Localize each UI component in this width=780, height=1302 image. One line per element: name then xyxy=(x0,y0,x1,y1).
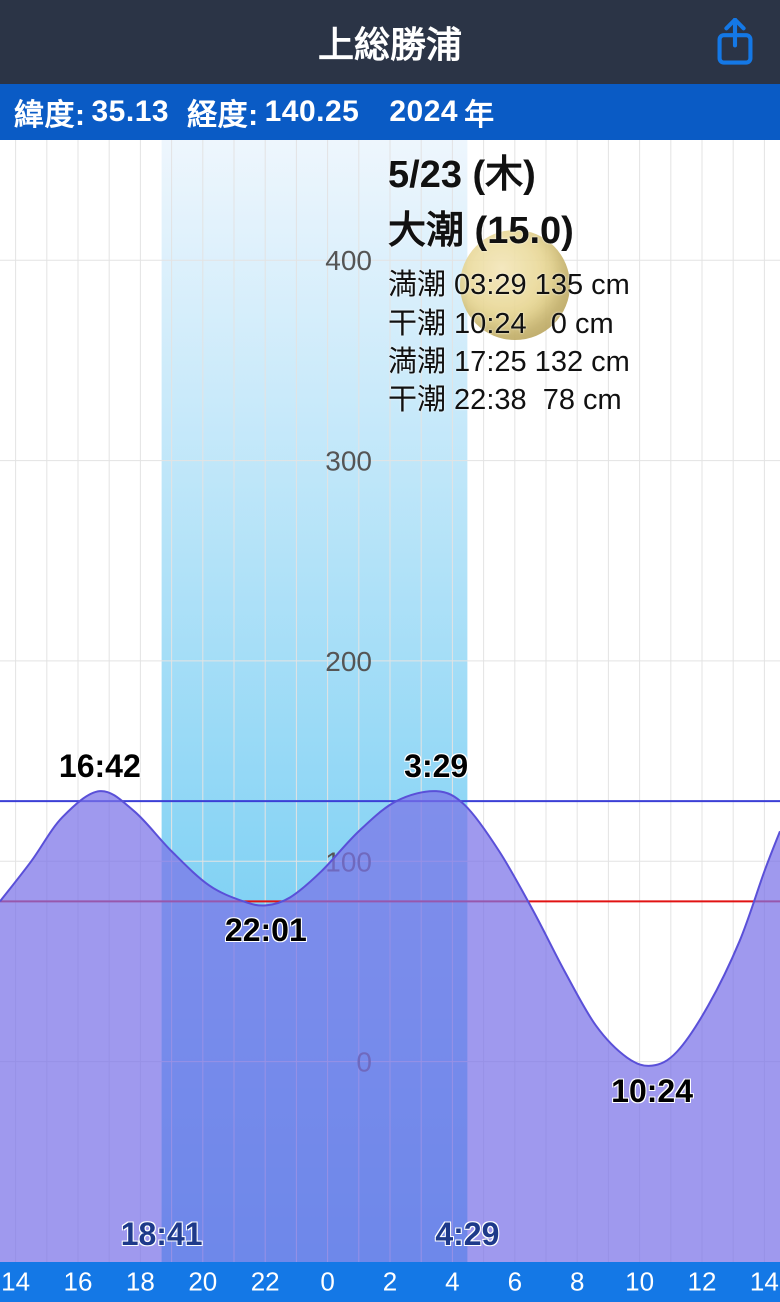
x-tick: 6 xyxy=(508,1267,522,1298)
date-text: 5/23 (木) xyxy=(388,150,630,200)
tide-type-text: 大潮 (15.0) xyxy=(388,206,630,256)
tide-info-row: 干潮 10:24 0 cm xyxy=(388,305,630,343)
tide-info-row: 満潮 03:29 135 cm xyxy=(388,266,630,304)
x-tick: 0 xyxy=(320,1267,334,1298)
share-button[interactable] xyxy=(714,18,756,66)
svg-text:300: 300 xyxy=(325,446,372,477)
x-tick: 16 xyxy=(64,1267,93,1298)
x-tick: 20 xyxy=(188,1267,217,1298)
year-suffix: 年 xyxy=(464,90,495,134)
title-bar: 上総勝浦 xyxy=(0,0,780,84)
coords-bar: 緯度:35.13 経度:140.25 2024年 xyxy=(0,84,780,140)
x-tick: 8 xyxy=(570,1267,584,1298)
x-tick: 12 xyxy=(688,1267,717,1298)
tide-info-row: 干潮 22:38 78 cm xyxy=(388,381,630,419)
lon-value: 140.25 xyxy=(265,95,360,129)
x-tick: 14 xyxy=(750,1267,779,1298)
x-tick: 2 xyxy=(383,1267,397,1298)
page-title: 上総勝浦 xyxy=(318,16,462,68)
x-axis: 14 16 18 20 22 0 2 4 6 8 10 12 14 xyxy=(0,1262,780,1302)
sun-label: 18:41 xyxy=(121,1216,203,1253)
peak-label: 16:42 xyxy=(59,748,141,785)
x-tick: 22 xyxy=(251,1267,280,1298)
tide-chart: 0100200300400 5/23 (木) 大潮 (15.0) 満潮 03:2… xyxy=(0,140,780,1262)
x-tick: 18 xyxy=(126,1267,155,1298)
lat-label: 緯度: xyxy=(14,90,86,134)
svg-text:200: 200 xyxy=(325,646,372,677)
peak-label: 3:29 xyxy=(404,748,468,785)
peak-label: 22:01 xyxy=(225,912,307,949)
share-icon xyxy=(714,18,756,66)
x-tick: 14 xyxy=(1,1267,30,1298)
svg-text:400: 400 xyxy=(325,245,372,276)
year-value: 2024 xyxy=(389,95,458,129)
x-tick: 4 xyxy=(445,1267,459,1298)
sun-label: 4:29 xyxy=(435,1216,499,1253)
lat-value: 35.13 xyxy=(92,95,170,129)
tide-info-row: 満潮 17:25 132 cm xyxy=(388,343,630,381)
x-tick: 10 xyxy=(625,1267,654,1298)
lon-label: 経度: xyxy=(187,90,259,134)
tide-info-block: 5/23 (木) 大潮 (15.0) 満潮 03:29 135 cm干潮 10:… xyxy=(388,150,630,419)
peak-label: 10:24 xyxy=(611,1073,693,1110)
